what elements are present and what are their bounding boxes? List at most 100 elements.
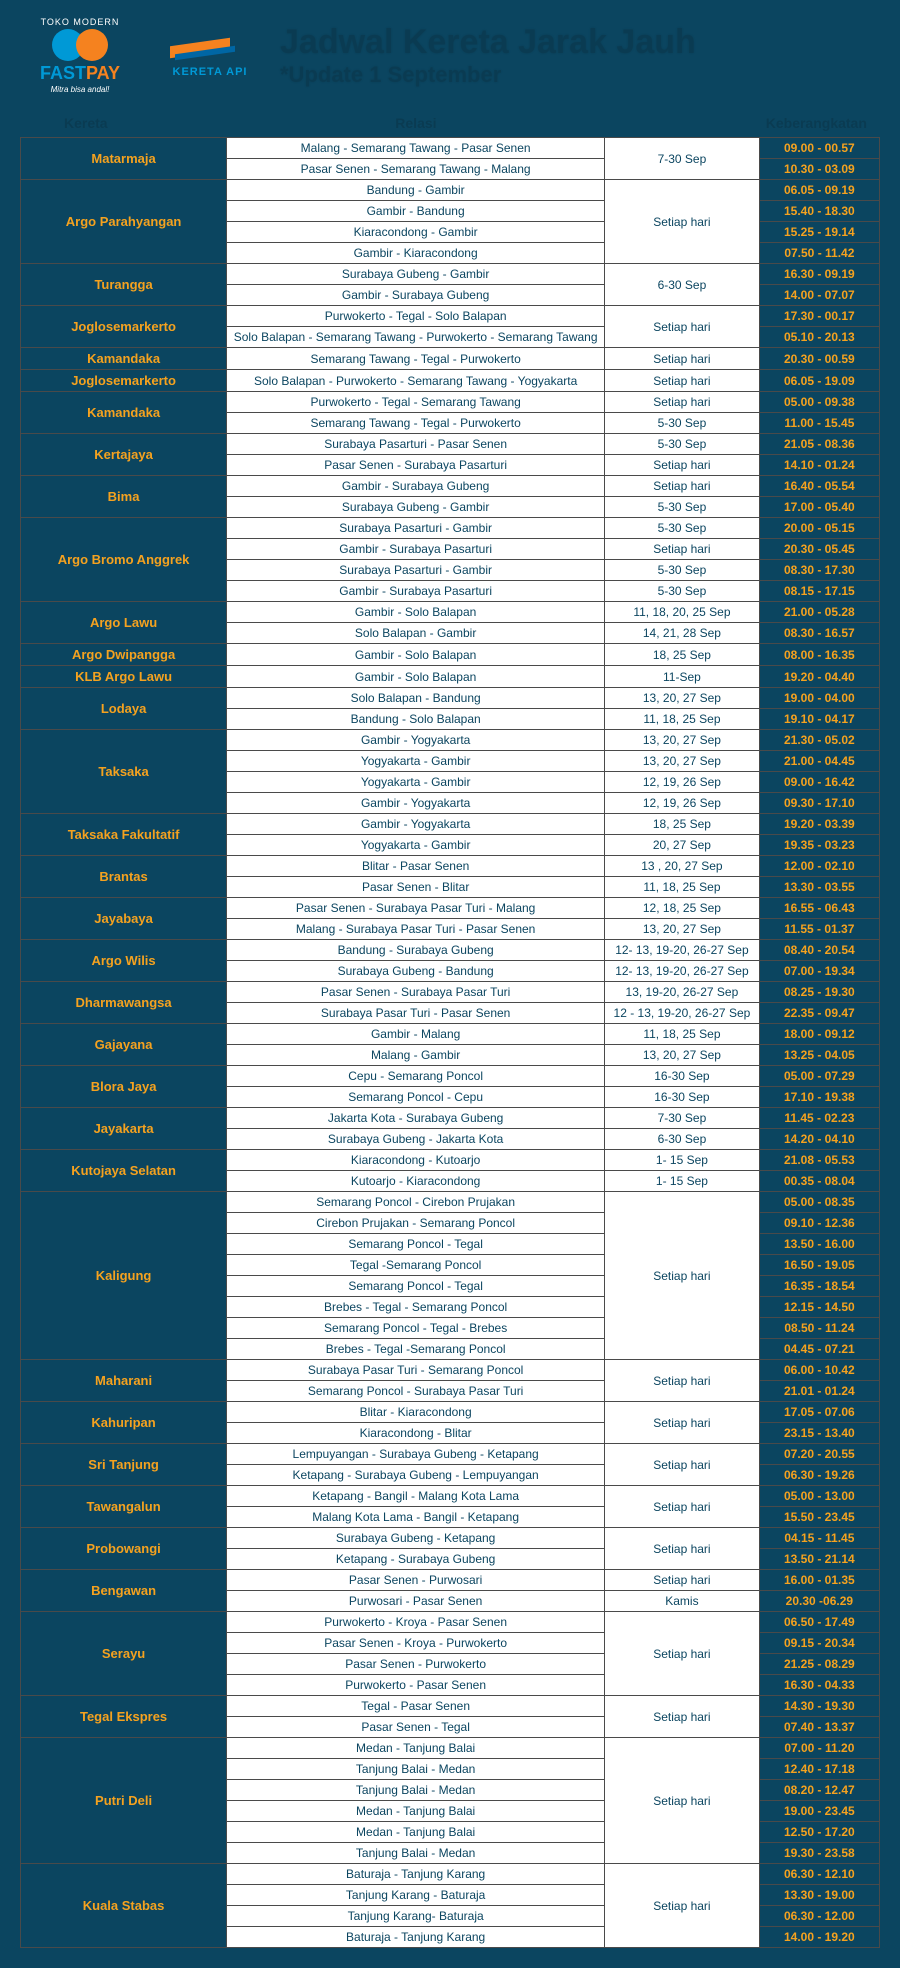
train-date: 11, 18, 25 Sep: [605, 1024, 760, 1045]
train-time: 06.30 - 12.00: [759, 1906, 879, 1927]
train-time: 06.05 - 19.09: [759, 370, 879, 392]
train-route: Solo Balapan - Semarang Tawang - Purwoke…: [227, 327, 605, 348]
train-time: 18.00 - 09.12: [759, 1024, 879, 1045]
train-time: 07.00 - 11.20: [759, 1738, 879, 1759]
train-date: 11, 18, 25 Sep: [605, 709, 760, 730]
train-name: Turangga: [21, 264, 227, 306]
train-date: Setiap hari: [605, 455, 760, 476]
table-row: KertajayaSurabaya Pasarturi - Pasar Sene…: [21, 434, 880, 455]
table-row: MatarmajaMalang - Semarang Tawang - Pasa…: [21, 138, 880, 159]
train-time: 14.30 - 19.30: [759, 1696, 879, 1717]
train-date: 12 - 13, 19-20, 26-27 Sep: [605, 1003, 760, 1024]
train-name: Kahuripan: [21, 1402, 227, 1444]
train-route: Ketapang - Surabaya Gubeng: [227, 1549, 605, 1570]
train-date: Setiap hari: [605, 306, 760, 348]
table-row: Argo Bromo AnggrekSurabaya Pasarturi - G…: [21, 518, 880, 539]
fastpay-tagline: Mitra bisa andal!: [51, 85, 110, 94]
train-route: Surabaya Gubeng - Gambir: [227, 264, 605, 285]
train-name: Maharani: [21, 1360, 227, 1402]
train-route: Medan - Tanjung Balai: [227, 1801, 605, 1822]
train-time: 13.30 - 19.00: [759, 1885, 879, 1906]
schedule-page: TOKO MODERN FASTPAY Mitra bisa andal! KE…: [0, 0, 900, 1968]
train-route: Yogyakarta - Gambir: [227, 835, 605, 856]
train-date: Setiap hari: [605, 392, 760, 413]
train-name: Brantas: [21, 856, 227, 898]
train-date: 11-Sep: [605, 666, 760, 688]
train-date: Setiap hari: [605, 1192, 760, 1360]
train-route: Pasar Senen - Blitar: [227, 877, 605, 898]
train-date: 6-30 Sep: [605, 1129, 760, 1150]
train-name: Kutojaya Selatan: [21, 1150, 227, 1192]
train-route: Yogyakarta - Gambir: [227, 772, 605, 793]
train-time: 19.20 - 04.40: [759, 666, 879, 688]
train-date: Setiap hari: [605, 1528, 760, 1570]
train-name: Argo Dwipangga: [21, 644, 227, 666]
train-route: Semarang Poncol - Tegal: [227, 1234, 605, 1255]
table-row: JoglosemarkertoSolo Balapan - Purwokerto…: [21, 370, 880, 392]
train-route: Gambir - Yogyakarta: [227, 793, 605, 814]
train-time: 09.15 - 20.34: [759, 1633, 879, 1654]
train-route: Tanjung Balai - Medan: [227, 1843, 605, 1864]
train-time: 12.15 - 14.50: [759, 1297, 879, 1318]
train-date: 13, 20, 27 Sep: [605, 730, 760, 751]
train-route: Surabaya Pasarturi - Gambir: [227, 518, 605, 539]
title-block: Jadwal Kereta Jarak Jauh *Update 1 Septe…: [280, 23, 880, 88]
train-name: Kertajaya: [21, 434, 227, 476]
train-route: Surabaya Pasarturi - Gambir: [227, 560, 605, 581]
train-time: 10.30 - 03.09: [759, 159, 879, 180]
train-time: 16.35 - 18.54: [759, 1276, 879, 1297]
column-headers: Kereta Relasi Keberangkatan: [20, 115, 880, 137]
table-row: KamandakaPurwokerto - Tegal - Semarang T…: [21, 392, 880, 413]
train-time: 06.30 - 12.10: [759, 1864, 879, 1885]
train-route: Tanjung Balai - Medan: [227, 1780, 605, 1801]
train-route: Medan - Tanjung Balai: [227, 1738, 605, 1759]
train-name: Putri Deli: [21, 1738, 227, 1864]
train-time: 20.30 - 05.45: [759, 539, 879, 560]
train-time: 21.00 - 04.45: [759, 751, 879, 772]
train-date: 5-30 Sep: [605, 413, 760, 434]
train-time: 08.30 - 17.30: [759, 560, 879, 581]
train-route: Gambir - Yogyakarta: [227, 730, 605, 751]
table-row: Argo LawuGambir - Solo Balapan11, 18, 20…: [21, 602, 880, 623]
train-route: Pasar Senen - Tegal: [227, 1717, 605, 1738]
table-row: BengawanPasar Senen - PurwosariSetiap ha…: [21, 1570, 880, 1591]
train-route: Yogyakarta - Gambir: [227, 751, 605, 772]
train-time: 14.10 - 01.24: [759, 455, 879, 476]
train-name: Dharmawangsa: [21, 982, 227, 1024]
train-route: Semarang Poncol - Surabaya Pasar Turi: [227, 1381, 605, 1402]
train-route: Pasar Senen - Surabaya Pasar Turi - Mala…: [227, 898, 605, 919]
train-time: 11.55 - 01.37: [759, 919, 879, 940]
train-date: 20, 27 Sep: [605, 835, 760, 856]
table-row: SerayuPurwokerto - Kroya - Pasar SenenSe…: [21, 1612, 880, 1633]
train-route: Brebes - Tegal -Semarang Poncol: [227, 1339, 605, 1360]
train-time: 05.00 - 13.00: [759, 1486, 879, 1507]
train-route: Purwokerto - Kroya - Pasar Senen: [227, 1612, 605, 1633]
train-date: 13 , 20, 27 Sep: [605, 856, 760, 877]
table-row: KamandakaSemarang Tawang - Tegal - Purwo…: [21, 348, 880, 370]
train-time: 05.00 - 08.35: [759, 1192, 879, 1213]
train-time: 17.30 - 00.17: [759, 306, 879, 327]
train-route: Kiaracondong - Gambir: [227, 222, 605, 243]
train-time: 14.00 - 19.20: [759, 1927, 879, 1948]
train-date: 13, 19-20, 26-27 Sep: [605, 982, 760, 1003]
train-route: Malang - Semarang Tawang - Pasar Senen: [227, 138, 605, 159]
train-time: 13.50 - 16.00: [759, 1234, 879, 1255]
train-name: Joglosemarkerto: [21, 370, 227, 392]
col-header-route: Relasi: [228, 115, 603, 131]
train-route: Gambir - Surabaya Gubeng: [227, 285, 605, 306]
kai-icon: [170, 32, 250, 62]
train-time: 11.45 - 02.23: [759, 1108, 879, 1129]
train-date: Setiap hari: [605, 370, 760, 392]
train-time: 16.50 - 19.05: [759, 1255, 879, 1276]
train-name: Tegal Ekspres: [21, 1696, 227, 1738]
train-date: 12, 19, 26 Sep: [605, 772, 760, 793]
table-row: KaligungSemarang Poncol - Cirebon Prujak…: [21, 1192, 880, 1213]
train-time: 11.00 - 15.45: [759, 413, 879, 434]
train-date: Setiap hari: [605, 1864, 760, 1948]
table-row: BrantasBlitar - Pasar Senen13 , 20, 27 S…: [21, 856, 880, 877]
train-time: 05.00 - 07.29: [759, 1066, 879, 1087]
train-route: Gambir - Yogyakarta: [227, 814, 605, 835]
train-date: 5-30 Sep: [605, 497, 760, 518]
train-date: Setiap hari: [605, 539, 760, 560]
train-date: 12, 18, 25 Sep: [605, 898, 760, 919]
